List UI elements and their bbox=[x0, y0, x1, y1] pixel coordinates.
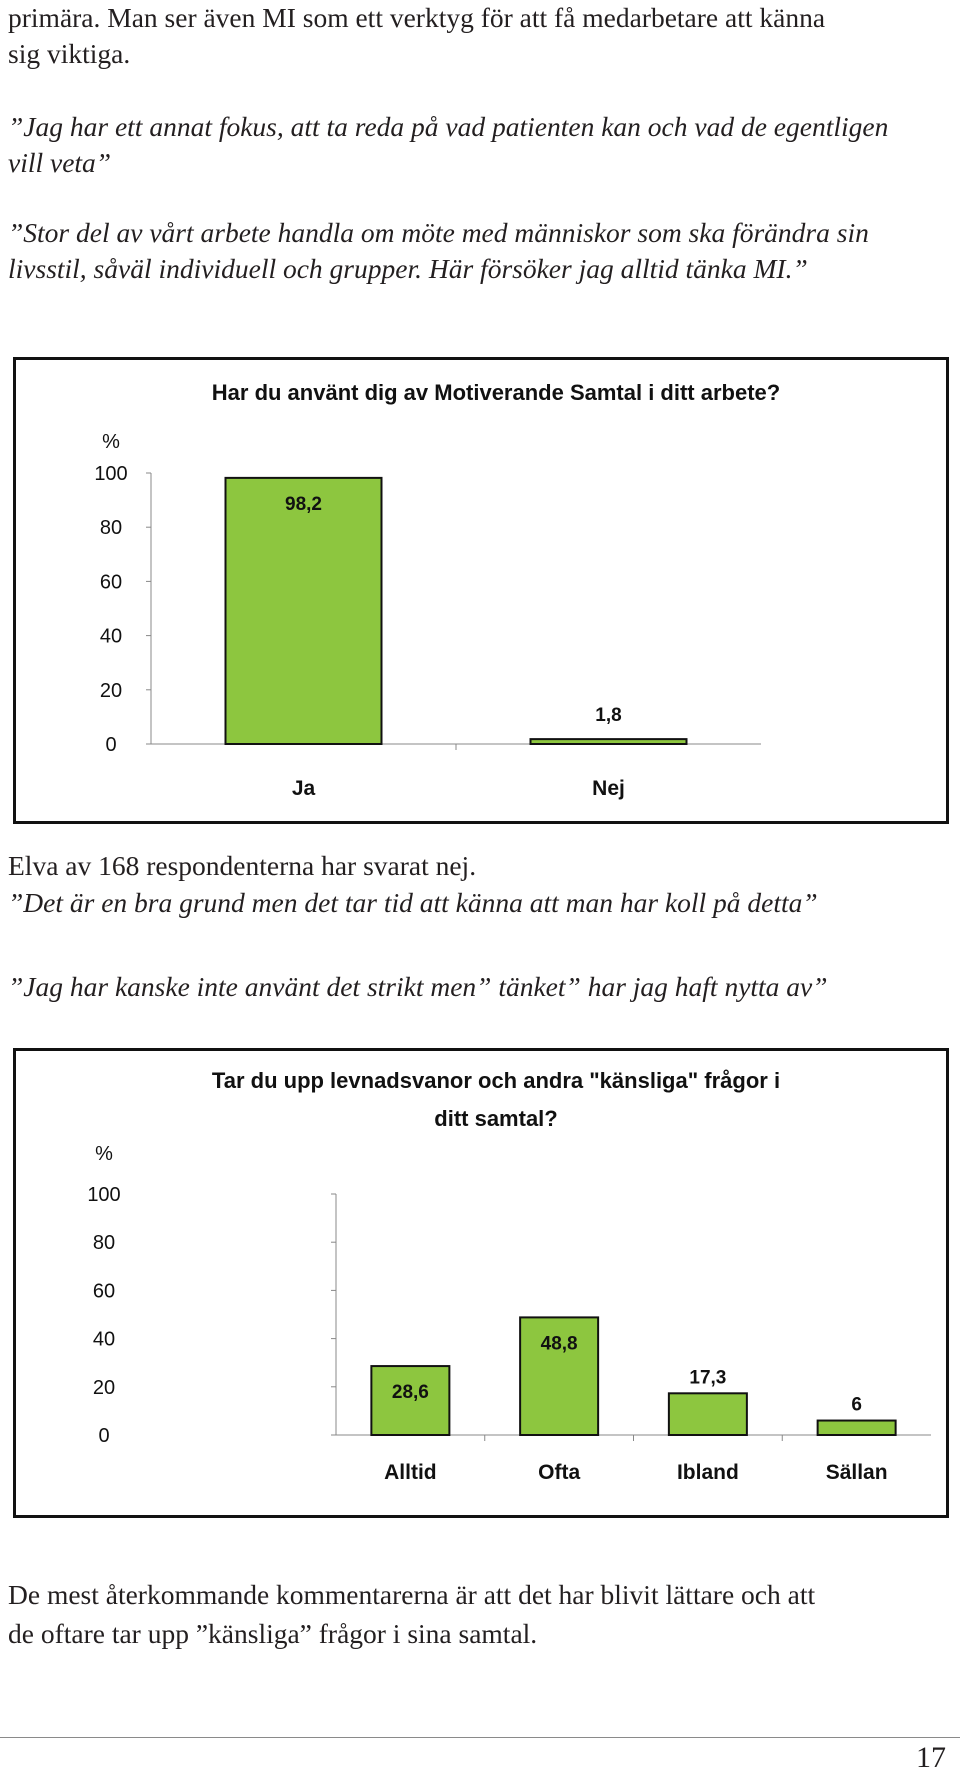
chart1-y-tick-label-20: 20 bbox=[100, 680, 122, 702]
chart2-title-line-1: Tar du upp levnadsvanor och andra "känsl… bbox=[212, 1068, 780, 1093]
chart-sensitive-questions-svg: Tar du upp levnadsvanor och andra "känsl… bbox=[87, 1068, 931, 1484]
chart1-value-label-ja: 98,2 bbox=[285, 494, 322, 515]
chart2-value-label-sällan: 6 bbox=[851, 1395, 862, 1416]
chart2-title-line-2: ditt samtal? bbox=[434, 1106, 557, 1131]
chart-sensitive-questions: Tar du upp levnadsvanor och andra "känsl… bbox=[13, 1048, 949, 1518]
page-number: 17 bbox=[916, 1741, 946, 1774]
chart2-category-label-ibland: Ibland bbox=[677, 1461, 739, 1484]
quote-3: ”Det är en bra grund men det tar tid att… bbox=[8, 887, 818, 918]
intro-paragraph-line-1: primära. Man ser även MI som ett verktyg… bbox=[8, 2, 826, 33]
quote-1-line-2: vill veta” bbox=[8, 147, 112, 178]
footer-rule bbox=[0, 1737, 960, 1738]
chart2-y-tick-label-60: 60 bbox=[93, 1280, 115, 1302]
chart2-bar-alltid bbox=[370, 1365, 451, 1437]
chart2-bar-ibland bbox=[667, 1392, 748, 1437]
chart2-y-tick-label-0: 0 bbox=[98, 1425, 109, 1447]
quote-2-line-2: livsstil, såväl individuell och grupper.… bbox=[8, 253, 808, 284]
chart1-y-tick-label-0: 0 bbox=[105, 734, 116, 756]
chart1-value-label-nej: 1,8 bbox=[595, 705, 621, 726]
quote-2-line-1: ”Stor del av vårt arbete handla om möte … bbox=[8, 217, 869, 248]
outro-paragraph-line-2: de oftare tar upp ”känsliga” frågor i si… bbox=[8, 1618, 538, 1649]
chart1-category-label-ja: Ja bbox=[292, 777, 316, 800]
chart2-value-label-alltid: 28,6 bbox=[392, 1382, 429, 1403]
chart2-category-label-ofta: Ofta bbox=[538, 1461, 580, 1484]
chart2-value-label-ibland: 17,3 bbox=[689, 1367, 726, 1388]
chart2-category-label-sällan: Sällan bbox=[826, 1461, 888, 1484]
chart1-bar-nej bbox=[529, 738, 688, 746]
chart1-y-tick-label-40: 40 bbox=[100, 626, 122, 648]
chart2-bar-sällan bbox=[816, 1419, 897, 1437]
quote-1-line-1: ”Jag har ett annat fokus, att ta reda på… bbox=[8, 111, 889, 142]
chart2-y-tick-label-100: 100 bbox=[87, 1184, 120, 1206]
chart1-y-tick-label-80: 80 bbox=[100, 517, 122, 539]
outro-paragraph-line-1: De mest återkommande kommentarerna är at… bbox=[8, 1579, 816, 1610]
quote-4: ”Jag har kanske inte använt det strikt m… bbox=[8, 971, 828, 1002]
chart-mi-usage-svg: Har du använt dig av Motiverande Samtal … bbox=[94, 380, 780, 800]
chart2-y-tick-label-40: 40 bbox=[93, 1329, 115, 1351]
chart2-y-unit-label: % bbox=[95, 1143, 113, 1165]
chart2-bar-ofta bbox=[519, 1316, 600, 1436]
chart2-value-label-ofta: 48,8 bbox=[541, 1333, 578, 1354]
chart1-y-unit-label: % bbox=[102, 431, 120, 453]
middle-text: Elva av 168 respondenterna har svarat ne… bbox=[8, 850, 477, 881]
chart1-title-line-1: Har du använt dig av Motiverande Samtal … bbox=[212, 380, 780, 405]
chart1-y-tick-label-100: 100 bbox=[94, 463, 127, 485]
chart1-bar-ja bbox=[224, 476, 383, 746]
chart1-y-tick-label-60: 60 bbox=[100, 571, 122, 593]
chart1-category-label-nej: Nej bbox=[592, 777, 625, 800]
intro-paragraph-line-2: sig viktiga. bbox=[8, 38, 131, 69]
chart2-category-label-alltid: Alltid bbox=[384, 1461, 437, 1484]
chart-mi-usage: Har du använt dig av Motiverande Samtal … bbox=[13, 357, 949, 824]
chart2-y-tick-label-20: 20 bbox=[93, 1377, 115, 1399]
chart2-y-tick-label-80: 80 bbox=[93, 1232, 115, 1254]
